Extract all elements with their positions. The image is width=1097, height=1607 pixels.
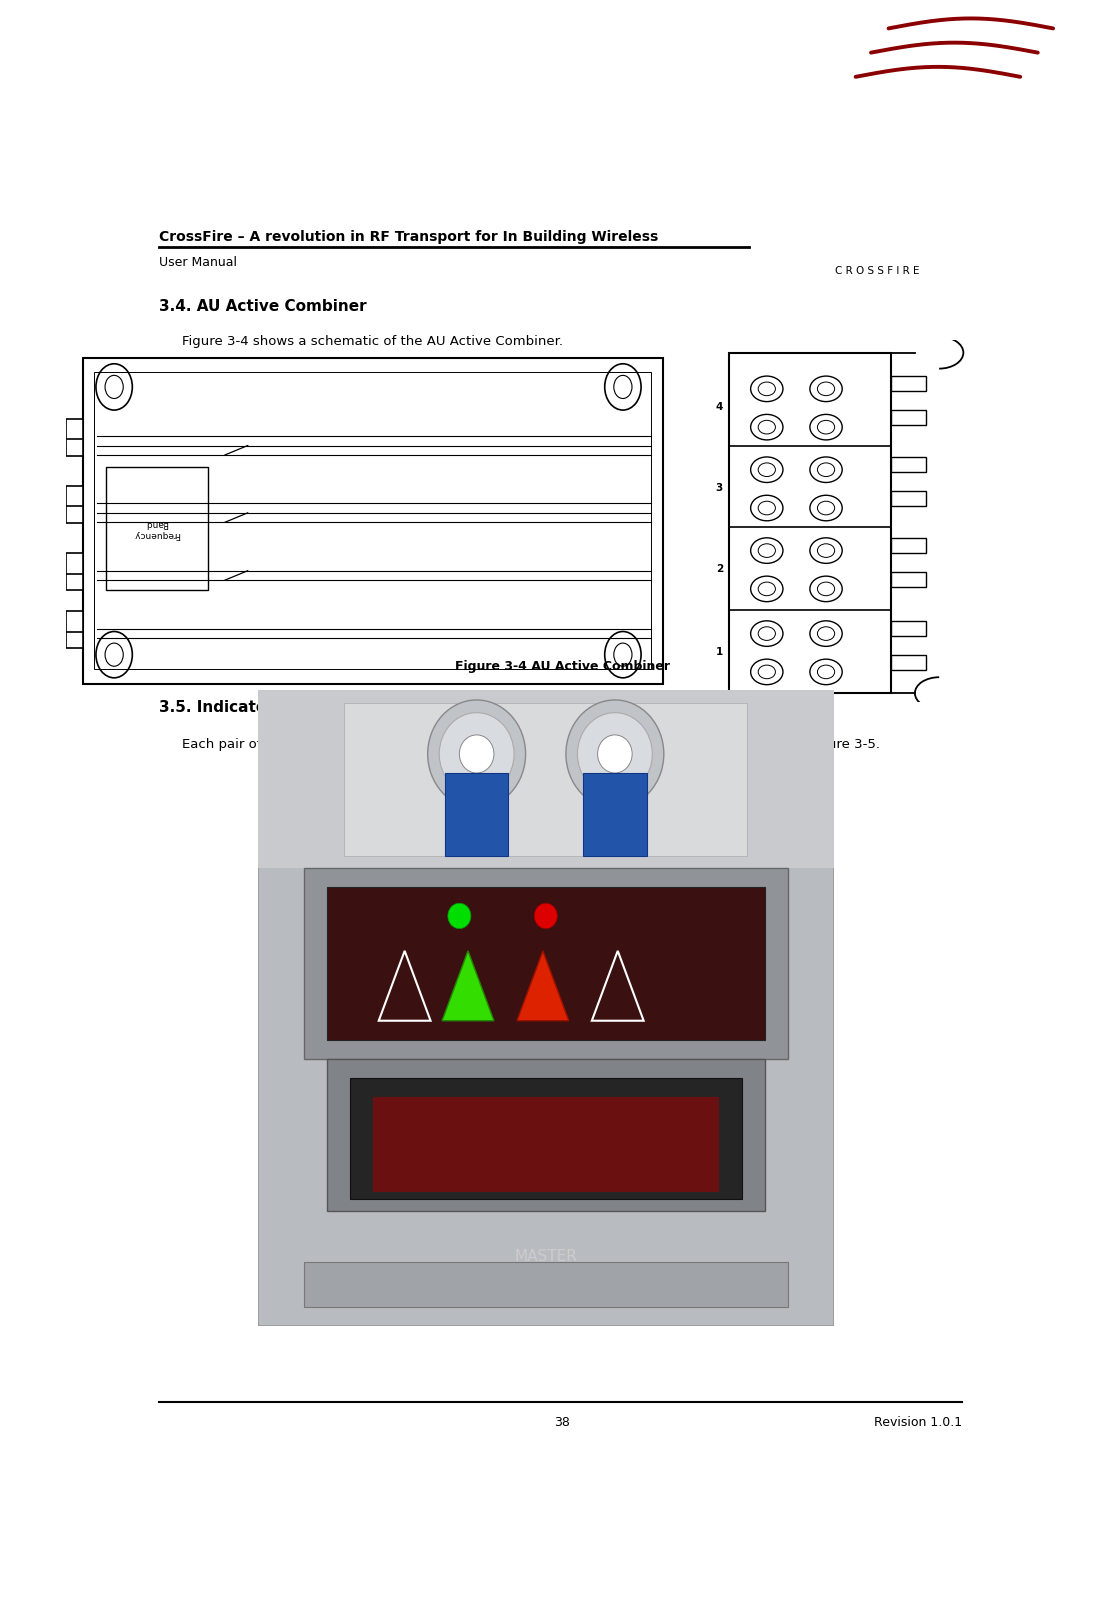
Text: 2: 2 [715,564,723,574]
Circle shape [598,736,632,773]
Text: User Manual: User Manual [159,256,237,268]
Text: MASTER: MASTER [514,1249,577,1263]
Circle shape [566,701,664,808]
Bar [584,773,646,857]
Circle shape [534,903,557,929]
Bar [258,691,834,869]
Bar [66,570,83,591]
Bar [66,612,83,632]
Text: 1: 1 [715,646,723,656]
Bar [66,419,83,440]
Text: 38: 38 [554,1414,570,1429]
Bar [66,503,83,524]
Text: CrossFire – A revolution in RF Transport for In Building Wireless: CrossFire – A revolution in RF Transport… [159,230,658,244]
Text: Revision 1.0.1: Revision 1.0.1 [873,1414,962,1429]
Bar [891,378,926,392]
Text: 3.4. AU Active Combiner: 3.4. AU Active Combiner [159,299,366,313]
Bar [891,656,926,670]
Text: Figure 3-4 AU Active Combiner: Figure 3-4 AU Active Combiner [455,660,669,673]
Text: Figure 3-4 shows a schematic of the AU Active Combiner.: Figure 3-4 shows a schematic of the AU A… [182,336,563,349]
Text: Figure 3-5 Optical Indicators: Figure 3-5 Optical Indicators [462,1295,663,1308]
Circle shape [460,736,494,773]
Text: 3: 3 [715,482,723,492]
Bar [891,622,926,636]
Polygon shape [442,951,494,1020]
Bar [66,487,83,508]
Bar [105,468,208,590]
Bar [891,538,926,553]
Text: 3.5. Indicator Descriptions: 3.5. Indicator Descriptions [159,699,386,714]
Bar [304,869,788,1059]
Bar [350,1078,742,1199]
Bar [66,554,83,574]
Bar [373,1098,719,1192]
Bar [730,354,891,694]
Bar [327,887,765,1040]
Circle shape [428,701,525,808]
Bar [891,411,926,426]
Circle shape [439,714,514,795]
Bar [891,572,926,588]
Bar [891,492,926,506]
Polygon shape [517,951,568,1020]
Bar [66,628,83,649]
Bar [327,1059,765,1212]
Bar [445,773,508,857]
Bar [304,1263,788,1306]
Text: C R O S S F I R E: C R O S S F I R E [835,265,919,276]
Bar [891,458,926,472]
Bar [344,704,747,857]
Text: 4: 4 [715,402,723,411]
Text: Each pair of optical interface indicators shows the operating status of an optic: Each pair of optical interface indicator… [182,738,880,750]
Bar [66,435,83,456]
Circle shape [577,714,653,795]
Bar [94,373,652,670]
Text: Frequency
Band: Frequency Band [134,519,180,538]
Circle shape [448,903,471,929]
